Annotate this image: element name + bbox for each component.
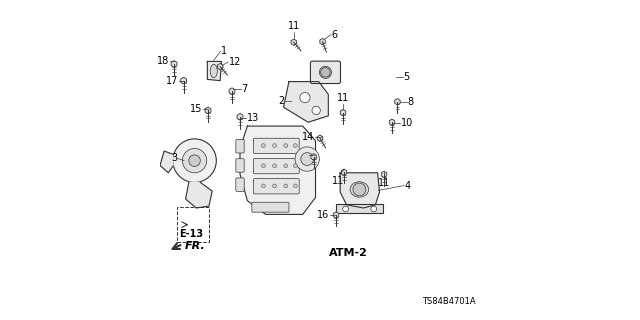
Circle shape <box>262 164 266 168</box>
Circle shape <box>371 206 376 212</box>
Text: 17: 17 <box>166 76 178 86</box>
Ellipse shape <box>210 64 218 78</box>
Circle shape <box>293 184 298 188</box>
Circle shape <box>293 144 298 148</box>
Circle shape <box>343 206 349 212</box>
Text: 11: 11 <box>287 21 300 31</box>
Text: 6: 6 <box>332 29 338 40</box>
Circle shape <box>284 184 288 188</box>
FancyBboxPatch shape <box>253 138 300 154</box>
Polygon shape <box>395 99 400 105</box>
Polygon shape <box>186 182 212 208</box>
Text: 9: 9 <box>302 150 308 160</box>
Text: 12: 12 <box>228 57 241 67</box>
FancyBboxPatch shape <box>253 179 300 194</box>
Polygon shape <box>218 63 223 70</box>
Polygon shape <box>229 88 235 95</box>
Polygon shape <box>340 109 346 116</box>
Polygon shape <box>341 169 347 175</box>
Text: 2: 2 <box>278 96 285 106</box>
Polygon shape <box>180 77 187 84</box>
FancyBboxPatch shape <box>236 159 244 172</box>
Text: 11: 11 <box>332 176 345 186</box>
Polygon shape <box>381 171 387 178</box>
Text: 8: 8 <box>408 97 414 107</box>
Circle shape <box>262 184 266 188</box>
Text: 4: 4 <box>404 180 411 191</box>
Bar <box>336 204 383 213</box>
Polygon shape <box>320 38 325 45</box>
Text: ATM-2: ATM-2 <box>330 248 368 259</box>
Polygon shape <box>237 114 243 120</box>
Circle shape <box>182 148 207 173</box>
Circle shape <box>312 106 321 115</box>
Circle shape <box>173 139 216 182</box>
Text: 11: 11 <box>378 178 390 188</box>
Text: FR.: FR. <box>184 241 205 251</box>
Text: 13: 13 <box>247 113 259 123</box>
Circle shape <box>300 92 310 103</box>
FancyBboxPatch shape <box>236 140 244 153</box>
FancyBboxPatch shape <box>253 158 300 174</box>
Polygon shape <box>291 39 296 45</box>
Circle shape <box>295 147 319 171</box>
Circle shape <box>293 164 298 168</box>
Text: 7: 7 <box>241 84 248 94</box>
Circle shape <box>353 183 366 196</box>
Text: 5: 5 <box>403 72 410 83</box>
Circle shape <box>284 144 288 148</box>
Polygon shape <box>240 126 316 214</box>
Circle shape <box>273 164 276 168</box>
Text: 3: 3 <box>171 153 177 164</box>
Text: 10: 10 <box>401 118 413 128</box>
Polygon shape <box>207 61 221 81</box>
Text: E-13: E-13 <box>179 229 204 239</box>
Circle shape <box>189 155 200 166</box>
Polygon shape <box>171 61 177 68</box>
Text: 18: 18 <box>157 56 169 67</box>
Text: 15: 15 <box>190 104 202 114</box>
Polygon shape <box>389 119 395 125</box>
Ellipse shape <box>350 182 369 197</box>
Polygon shape <box>340 173 380 208</box>
Text: TS84B4701A: TS84B4701A <box>422 297 475 306</box>
Polygon shape <box>317 135 323 141</box>
Circle shape <box>273 184 276 188</box>
Circle shape <box>273 144 276 148</box>
Text: 14: 14 <box>302 132 315 142</box>
Circle shape <box>321 68 330 77</box>
Text: 11: 11 <box>337 93 349 103</box>
Polygon shape <box>333 212 339 218</box>
Polygon shape <box>205 107 211 114</box>
FancyBboxPatch shape <box>252 202 289 212</box>
Circle shape <box>284 164 288 168</box>
Polygon shape <box>160 151 173 173</box>
Polygon shape <box>311 154 316 160</box>
Circle shape <box>262 144 266 148</box>
Ellipse shape <box>319 66 332 78</box>
Text: 16: 16 <box>317 210 330 220</box>
Text: 1: 1 <box>221 46 228 56</box>
FancyBboxPatch shape <box>236 178 244 191</box>
Polygon shape <box>284 82 328 122</box>
FancyBboxPatch shape <box>310 61 340 84</box>
Circle shape <box>301 153 314 165</box>
